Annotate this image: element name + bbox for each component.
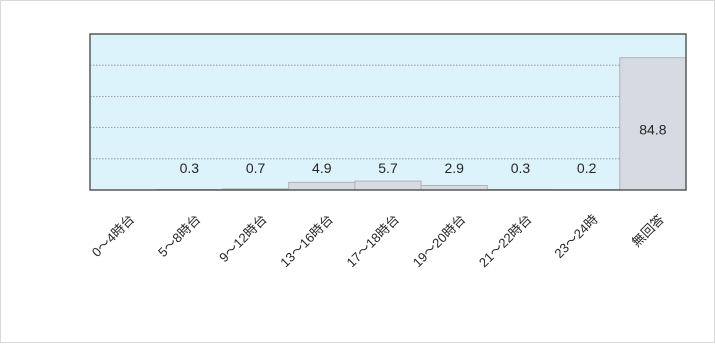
bar <box>355 181 421 190</box>
x-tick-label: 21～22時台 <box>476 212 535 271</box>
data-label: 5.7 <box>378 160 398 176</box>
data-label: 0.2 <box>577 160 597 176</box>
data-label: 4.9 <box>312 160 332 176</box>
data-label: 0.7 <box>246 160 266 176</box>
x-tick-label: 23～24時 <box>551 212 600 261</box>
x-tick-label: 無回答 <box>629 212 667 250</box>
x-tick-label: 5～8時台 <box>155 212 203 260</box>
data-label: 2.9 <box>444 160 464 176</box>
x-tick-label: 9～12時台 <box>216 212 270 266</box>
bar <box>289 182 355 190</box>
data-label: 0.3 <box>180 160 200 176</box>
data-label: 84.8 <box>639 122 666 138</box>
data-label: 0.3 <box>511 160 531 176</box>
x-tick-label: 19～20時台 <box>410 212 469 271</box>
x-tick-label: 0～4時台 <box>89 212 137 260</box>
x-tick-label: 13～16時台 <box>277 212 336 271</box>
x-tick-label: 17～18時台 <box>343 212 402 271</box>
